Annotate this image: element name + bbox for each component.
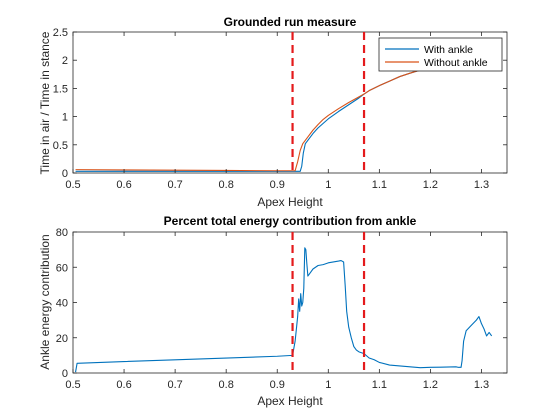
bottom-x-axis-label: Apex Height bbox=[257, 394, 323, 408]
top-vlines bbox=[291, 32, 366, 173]
bottom-y-axis-label: Ankle energy contribution bbox=[38, 234, 52, 369]
top-x-axis-label: Apex Height bbox=[257, 195, 323, 209]
y-tick-label: 2 bbox=[62, 55, 68, 67]
bottom-x-ticks: 0.5 0.6 0.7 0.8 0.9 1 1.1 1.2 1.3 bbox=[65, 232, 489, 391]
y-tick-label: 20 bbox=[56, 333, 68, 345]
x-tick-label: 1.3 bbox=[474, 179, 489, 191]
x-tick-label: 1.3 bbox=[474, 379, 489, 391]
x-tick-label: 0.9 bbox=[270, 379, 285, 391]
bottom-series-group bbox=[75, 247, 493, 373]
y-tick-label: 0 bbox=[62, 168, 68, 180]
series-without-ankle-line bbox=[75, 66, 431, 172]
x-tick-label: 0.7 bbox=[167, 179, 182, 191]
bottom-chart-title: Percent total energy contribution from a… bbox=[164, 214, 417, 228]
x-tick-label: 1 bbox=[325, 179, 331, 191]
y-tick-label: 2.5 bbox=[53, 27, 68, 39]
y-tick-label: 1 bbox=[62, 112, 68, 124]
y-tick-label: 60 bbox=[56, 262, 68, 274]
legend-label-with-ankle: With ankle bbox=[424, 44, 473, 56]
x-tick-label: 1.1 bbox=[372, 179, 387, 191]
x-tick-label: 1.1 bbox=[372, 379, 387, 391]
x-tick-label: 0.5 bbox=[65, 179, 80, 191]
x-tick-label: 0.8 bbox=[219, 379, 234, 391]
x-tick-label: 1.2 bbox=[423, 179, 438, 191]
top-y-axis-label: Time in air / Time in stance bbox=[38, 31, 52, 174]
top-series-group bbox=[75, 66, 431, 172]
bottom-plot-area bbox=[72, 231, 508, 374]
legend-box bbox=[378, 37, 503, 72]
x-tick-label: 0.6 bbox=[116, 379, 131, 391]
legend: With ankle Without ankle bbox=[378, 37, 503, 72]
top-x-ticks: 0.5 0.6 0.7 0.8 0.9 1 1.1 1.2 1.3 bbox=[65, 32, 489, 191]
x-tick-label: 1.2 bbox=[423, 379, 438, 391]
series-0-line bbox=[75, 247, 493, 373]
y-tick-label: 40 bbox=[56, 298, 68, 310]
x-tick-label: 0.9 bbox=[270, 179, 285, 191]
top-chart: 0.5 0.6 0.7 0.8 0.9 1 1.1 1.2 1.3 00.511.522.5 G… bbox=[38, 15, 508, 209]
x-tick-label: 0.6 bbox=[116, 179, 131, 191]
x-tick-label: 0.7 bbox=[167, 379, 182, 391]
x-tick-label: 0.8 bbox=[219, 179, 234, 191]
y-tick-label: 1.5 bbox=[53, 83, 68, 95]
x-tick-label: 0.5 bbox=[65, 379, 80, 391]
y-tick-label: 0 bbox=[62, 368, 68, 380]
legend-label-without-ankle: Without ankle bbox=[424, 57, 488, 69]
bottom-y-ticks: 0 20 40 60 80 bbox=[56, 227, 507, 380]
bottom-chart: 0.5 0.6 0.7 0.8 0.9 1 1.1 1.2 1.3 0 20 40 60 80 Perc… bbox=[38, 214, 508, 408]
bottom-vlines bbox=[291, 232, 366, 373]
y-tick-label: 80 bbox=[56, 227, 68, 239]
x-tick-label: 1 bbox=[325, 379, 331, 391]
top-chart-title: Grounded run measure bbox=[224, 15, 357, 29]
y-tick-label: 0.5 bbox=[53, 140, 68, 152]
top-y-ticks: 0 0.5 1 1.5 2 2.5 bbox=[53, 27, 507, 180]
